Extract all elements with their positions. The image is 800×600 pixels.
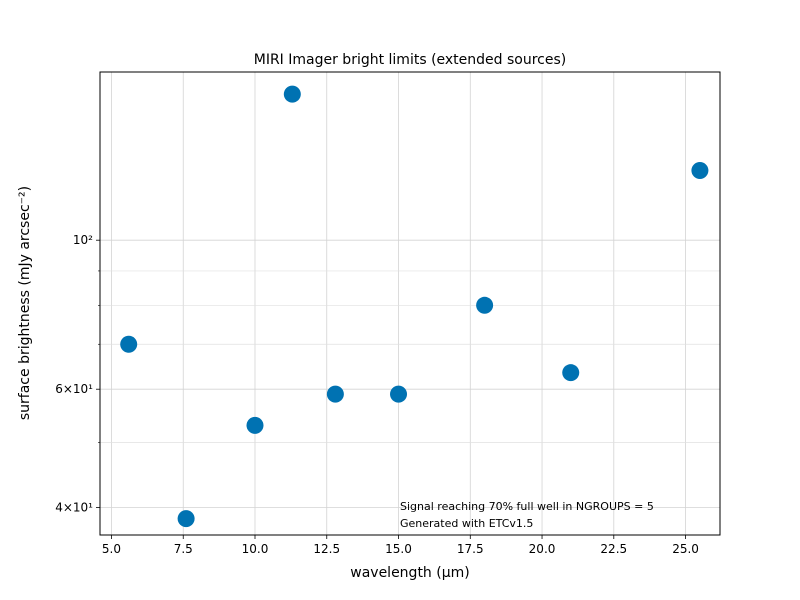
grid	[100, 72, 720, 535]
data-point	[691, 161, 709, 179]
data-point	[177, 510, 195, 528]
y-tick-label: 6×10¹	[55, 382, 93, 396]
x-axis-label: wavelength (μm)	[350, 565, 469, 581]
y-tick-label: 10²	[73, 233, 93, 247]
data-point	[326, 385, 344, 403]
chart-title: MIRI Imager bright limits (extended sour…	[254, 52, 567, 68]
x-tick-label: 20.0	[529, 542, 556, 556]
x-tick-label: 7.5	[174, 542, 193, 556]
x-tick-label: 22.5	[600, 542, 627, 556]
data-point	[246, 416, 264, 434]
x-tick-label: 10.0	[242, 542, 269, 556]
annotation-etc-version: Generated with ETCv1.5	[400, 517, 533, 530]
axis-ticks: 5.0 7.5 10.0 12.5 15.0 17.5 20.0 22.5 25.0 4×10¹ 6…	[55, 233, 699, 556]
annotation-signal-note: Signal reaching 70% full well in NGROUPS…	[400, 500, 654, 513]
data-point	[120, 335, 138, 353]
data-point	[283, 85, 301, 103]
data-point	[390, 385, 408, 403]
x-tick-label: 17.5	[457, 542, 484, 556]
x-tick-label: 5.0	[102, 542, 121, 556]
x-tick-label: 25.0	[672, 542, 699, 556]
y-axis-label: surface brightness (mJy arcsec⁻²)	[17, 186, 33, 420]
data-points	[120, 85, 709, 528]
data-point	[562, 364, 580, 382]
data-point	[476, 296, 494, 314]
x-tick-label: 15.0	[385, 542, 412, 556]
y-tick-label: 4×10¹	[55, 500, 93, 514]
plot-area-frame	[99, 71, 721, 536]
x-tick-label: 12.5	[313, 542, 340, 556]
